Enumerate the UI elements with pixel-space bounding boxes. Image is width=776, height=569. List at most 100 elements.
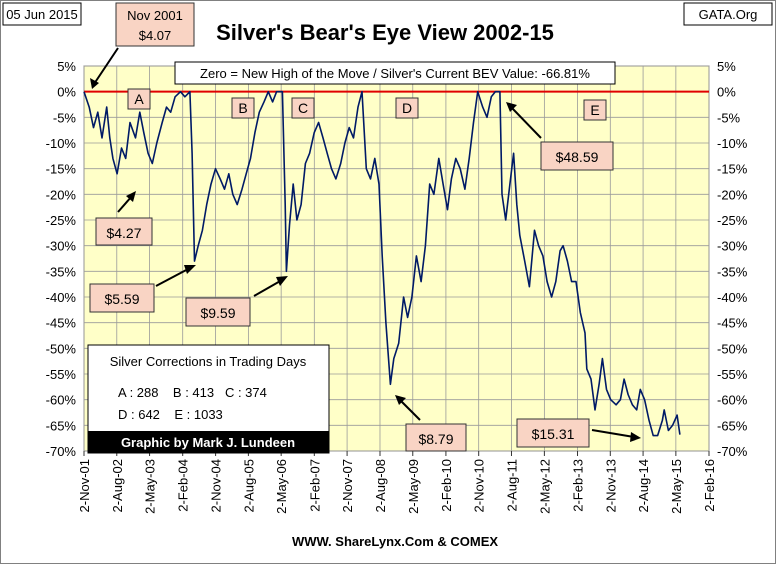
y-tick-label-left: -40% <box>46 290 77 305</box>
y-tick-label-left: -25% <box>46 213 77 228</box>
y-tick-label-right: -10% <box>717 136 748 151</box>
annotation-48-59-box <box>540 141 614 171</box>
y-tick-label-right: -55% <box>717 367 748 382</box>
annotation-nov-2001-line2: $4.07 <box>139 28 172 43</box>
y-tick-label-right: -15% <box>717 162 748 177</box>
annotation-5-59: $5.59 <box>104 291 139 307</box>
y-tick-label-right: 5% <box>717 59 736 74</box>
annotation-nov-2001-line1: Nov 2001 <box>127 8 183 23</box>
source-box <box>683 2 773 26</box>
x-tick-label: 2-Nov-07 <box>340 459 355 512</box>
y-tick-label-left: -35% <box>46 264 77 279</box>
annotation-4-27-box <box>95 217 153 246</box>
y-tick-label-right: -35% <box>717 264 748 279</box>
credit-label: Graphic by Mark J. Lundeen <box>121 435 295 450</box>
x-tick-label: 2-May-15 <box>669 459 684 514</box>
arrow-head-9-59 <box>276 276 288 286</box>
y-tick-label-right: -50% <box>717 341 748 356</box>
subtitle: Zero = New High of the Move / Silver's C… <box>200 66 590 81</box>
corrections-title: Silver Corrections in Trading Days <box>110 354 307 369</box>
arrow-5-59 <box>155 267 191 287</box>
annotation-4-27: $4.27 <box>106 225 141 241</box>
y-tick-label-left: -5% <box>53 110 77 125</box>
annotation-5-59-box <box>89 283 155 313</box>
arrow-8-79 <box>399 399 421 421</box>
annotation-8-79: $8.79 <box>418 431 453 447</box>
x-tick-label: 2-Nov-04 <box>209 459 224 512</box>
x-tick-label: 2-Feb-10 <box>439 459 454 512</box>
y-tick-label-left: -60% <box>46 393 77 408</box>
x-tick-label: 2-May-12 <box>537 459 552 514</box>
x-tick-label: 2-Feb-07 <box>307 459 322 512</box>
y-tick-label-left: -70% <box>46 444 77 459</box>
y-axis-right: 5% 0% -5% -10% -15% -20% -25% -30% -35% -40% -45% -… <box>717 59 748 459</box>
marker-e: E <box>590 102 599 118</box>
marker-b: B <box>238 100 247 116</box>
series-line <box>83 90 681 437</box>
date-label: 05 Jun 2015 <box>6 7 78 22</box>
marker-a-box <box>127 88 151 110</box>
marker-a: A <box>134 91 144 107</box>
arrow-15-31 <box>591 429 635 438</box>
arrow-head-nov-2001 <box>90 78 99 89</box>
y-tick-label-right: -70% <box>717 444 748 459</box>
annotation-8-79-box <box>405 423 467 452</box>
x-tick-label: 2-Aug-14 <box>636 459 651 512</box>
y-tick-label-right: -60% <box>717 393 748 408</box>
arrow-head-8-79 <box>395 395 406 405</box>
y-tick-label-left: -55% <box>46 367 77 382</box>
x-tick-label: 2-Aug-08 <box>373 459 388 512</box>
x-axis: 2-Nov-01 2-Aug-02 2-May-03 2-Feb-04 2-Nov-04… <box>77 451 717 514</box>
footer-source: WWW. ShareLynx.Com & COMEX <box>292 534 498 549</box>
arrow-nov-2001 <box>93 47 119 85</box>
annotation-48-59: $48.59 <box>556 149 599 165</box>
x-tick-label: 2-Aug-11 <box>504 459 519 512</box>
arrow-9-59 <box>253 279 283 297</box>
annotation-15-31: $15.31 <box>532 426 575 442</box>
y-tick-label-right: -25% <box>717 213 748 228</box>
annotation-9-59: $9.59 <box>200 305 235 321</box>
x-tick-label: 2-Feb-13 <box>571 459 586 512</box>
y-tick-label-right: -20% <box>717 187 748 202</box>
y-tick-label-right: 0% <box>717 85 736 100</box>
subtitle-box <box>174 61 616 85</box>
marker-e-box <box>583 99 607 121</box>
source-label: GATA.Org <box>699 7 758 22</box>
y-tick-label-left: -50% <box>46 341 77 356</box>
corrections-box: Silver Corrections in Trading Days A : 2… <box>87 344 330 454</box>
annotation-9-59-box <box>185 297 251 327</box>
x-tick-label: 2-Aug-02 <box>110 459 125 512</box>
price-annotations: Nov 2001 $4.07 $4.27 $5.59 $9.59 $8.79 $… <box>89 2 641 452</box>
arrow-head-15-31 <box>630 432 641 442</box>
y-tick-label-left: -10% <box>46 136 77 151</box>
y-tick-label-right: -65% <box>717 418 748 433</box>
y-tick-label-right: -40% <box>717 290 748 305</box>
x-tick-label: 2-May-06 <box>274 459 289 514</box>
y-tick-label-left: 5% <box>57 59 76 74</box>
corrections-row1: A : 288 B : 413 C : 374 <box>118 385 267 400</box>
y-tick-label-right: -5% <box>717 110 741 125</box>
x-tick-label: 2-May-09 <box>406 459 421 514</box>
annotation-15-31-box <box>516 418 590 448</box>
marker-d-box <box>395 97 419 119</box>
y-tick-label-left: -20% <box>46 187 77 202</box>
chart-title: Silver's Bear's Eye View 2002-15 <box>216 20 554 45</box>
arrow-head-48-59 <box>506 102 517 112</box>
correction-markers: A B C D E <box>127 88 607 121</box>
x-tick-label: 2-Nov-13 <box>603 459 618 512</box>
credit-bar <box>88 431 329 453</box>
marker-d: D <box>402 100 412 116</box>
y-tick-label-left: -65% <box>46 418 77 433</box>
y-tick-label-left: -30% <box>46 239 77 254</box>
marker-c: C <box>298 100 308 116</box>
arrow-head-4-27 <box>126 191 136 202</box>
x-tick-label: 2-Feb-16 <box>702 459 717 512</box>
x-tick-label: 2-Nov-01 <box>77 459 92 512</box>
y-tick-label-left: -45% <box>46 316 77 331</box>
corrections-row2: D : 642 E : 1033 <box>118 407 223 422</box>
y-tick-label-left: 0% <box>57 85 76 100</box>
y-tick-label-right: -45% <box>717 316 748 331</box>
x-tick-label: 2-Aug-05 <box>241 459 256 512</box>
